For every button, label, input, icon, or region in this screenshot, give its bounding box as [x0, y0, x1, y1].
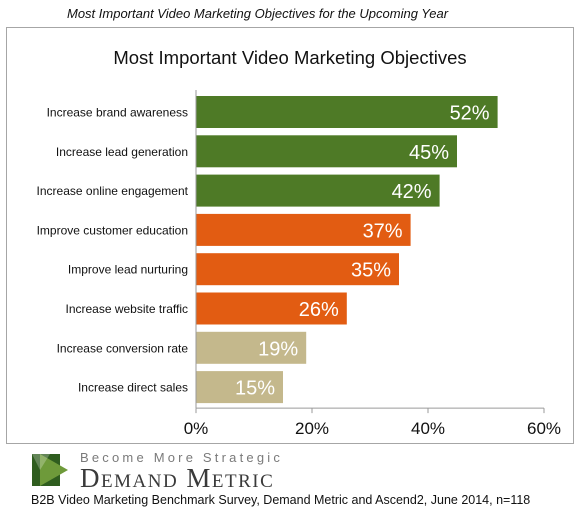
data-label: 19% [258, 338, 298, 360]
bar-chart: Most Important Video Marketing Objective… [37, 47, 561, 438]
data-label: 26% [299, 299, 339, 321]
data-label: 35% [351, 260, 391, 282]
brand-block: Become More Strategic Demand Metric [30, 450, 360, 493]
source-note: B2B Video Marketing Benchmark Survey, De… [31, 493, 531, 507]
category-label: Increase direct sales [78, 381, 188, 395]
bar [196, 213, 411, 246]
bar [196, 174, 440, 207]
bar [196, 331, 307, 364]
x-tick-label: 0% [184, 419, 209, 438]
demand-metric-logo [32, 454, 68, 486]
category-label: Increase lead generation [56, 145, 188, 159]
data-label: 45% [409, 142, 449, 164]
bar [196, 371, 283, 404]
chart-frame: Most Important Video Marketing Objective… [6, 27, 574, 444]
x-tick-label: 60% [527, 419, 561, 438]
chart-title: Most Important Video Marketing Objective… [113, 47, 466, 68]
bar [196, 135, 457, 168]
bar [196, 253, 399, 286]
category-label: Increase website traffic [65, 302, 188, 316]
x-tick-label: 40% [411, 419, 445, 438]
data-label: 37% [363, 220, 403, 242]
x-tick-label: 20% [295, 419, 329, 438]
data-label: 42% [392, 181, 432, 203]
bar [196, 96, 498, 128]
category-label: Improve customer education [37, 223, 188, 237]
brand-name: Demand Metric [80, 463, 275, 493]
brand-tagline: Become More Strategic [80, 450, 284, 465]
data-label: 52% [450, 103, 490, 125]
data-label: 15% [235, 378, 275, 400]
top-caption: Most Important Video Marketing Objective… [67, 6, 449, 21]
category-label: Improve lead nurturing [68, 263, 188, 277]
category-label: Increase online engagement [37, 184, 189, 198]
category-label: Increase conversion rate [57, 341, 189, 355]
category-label: Increase brand awareness [47, 106, 188, 120]
bar [196, 292, 347, 325]
